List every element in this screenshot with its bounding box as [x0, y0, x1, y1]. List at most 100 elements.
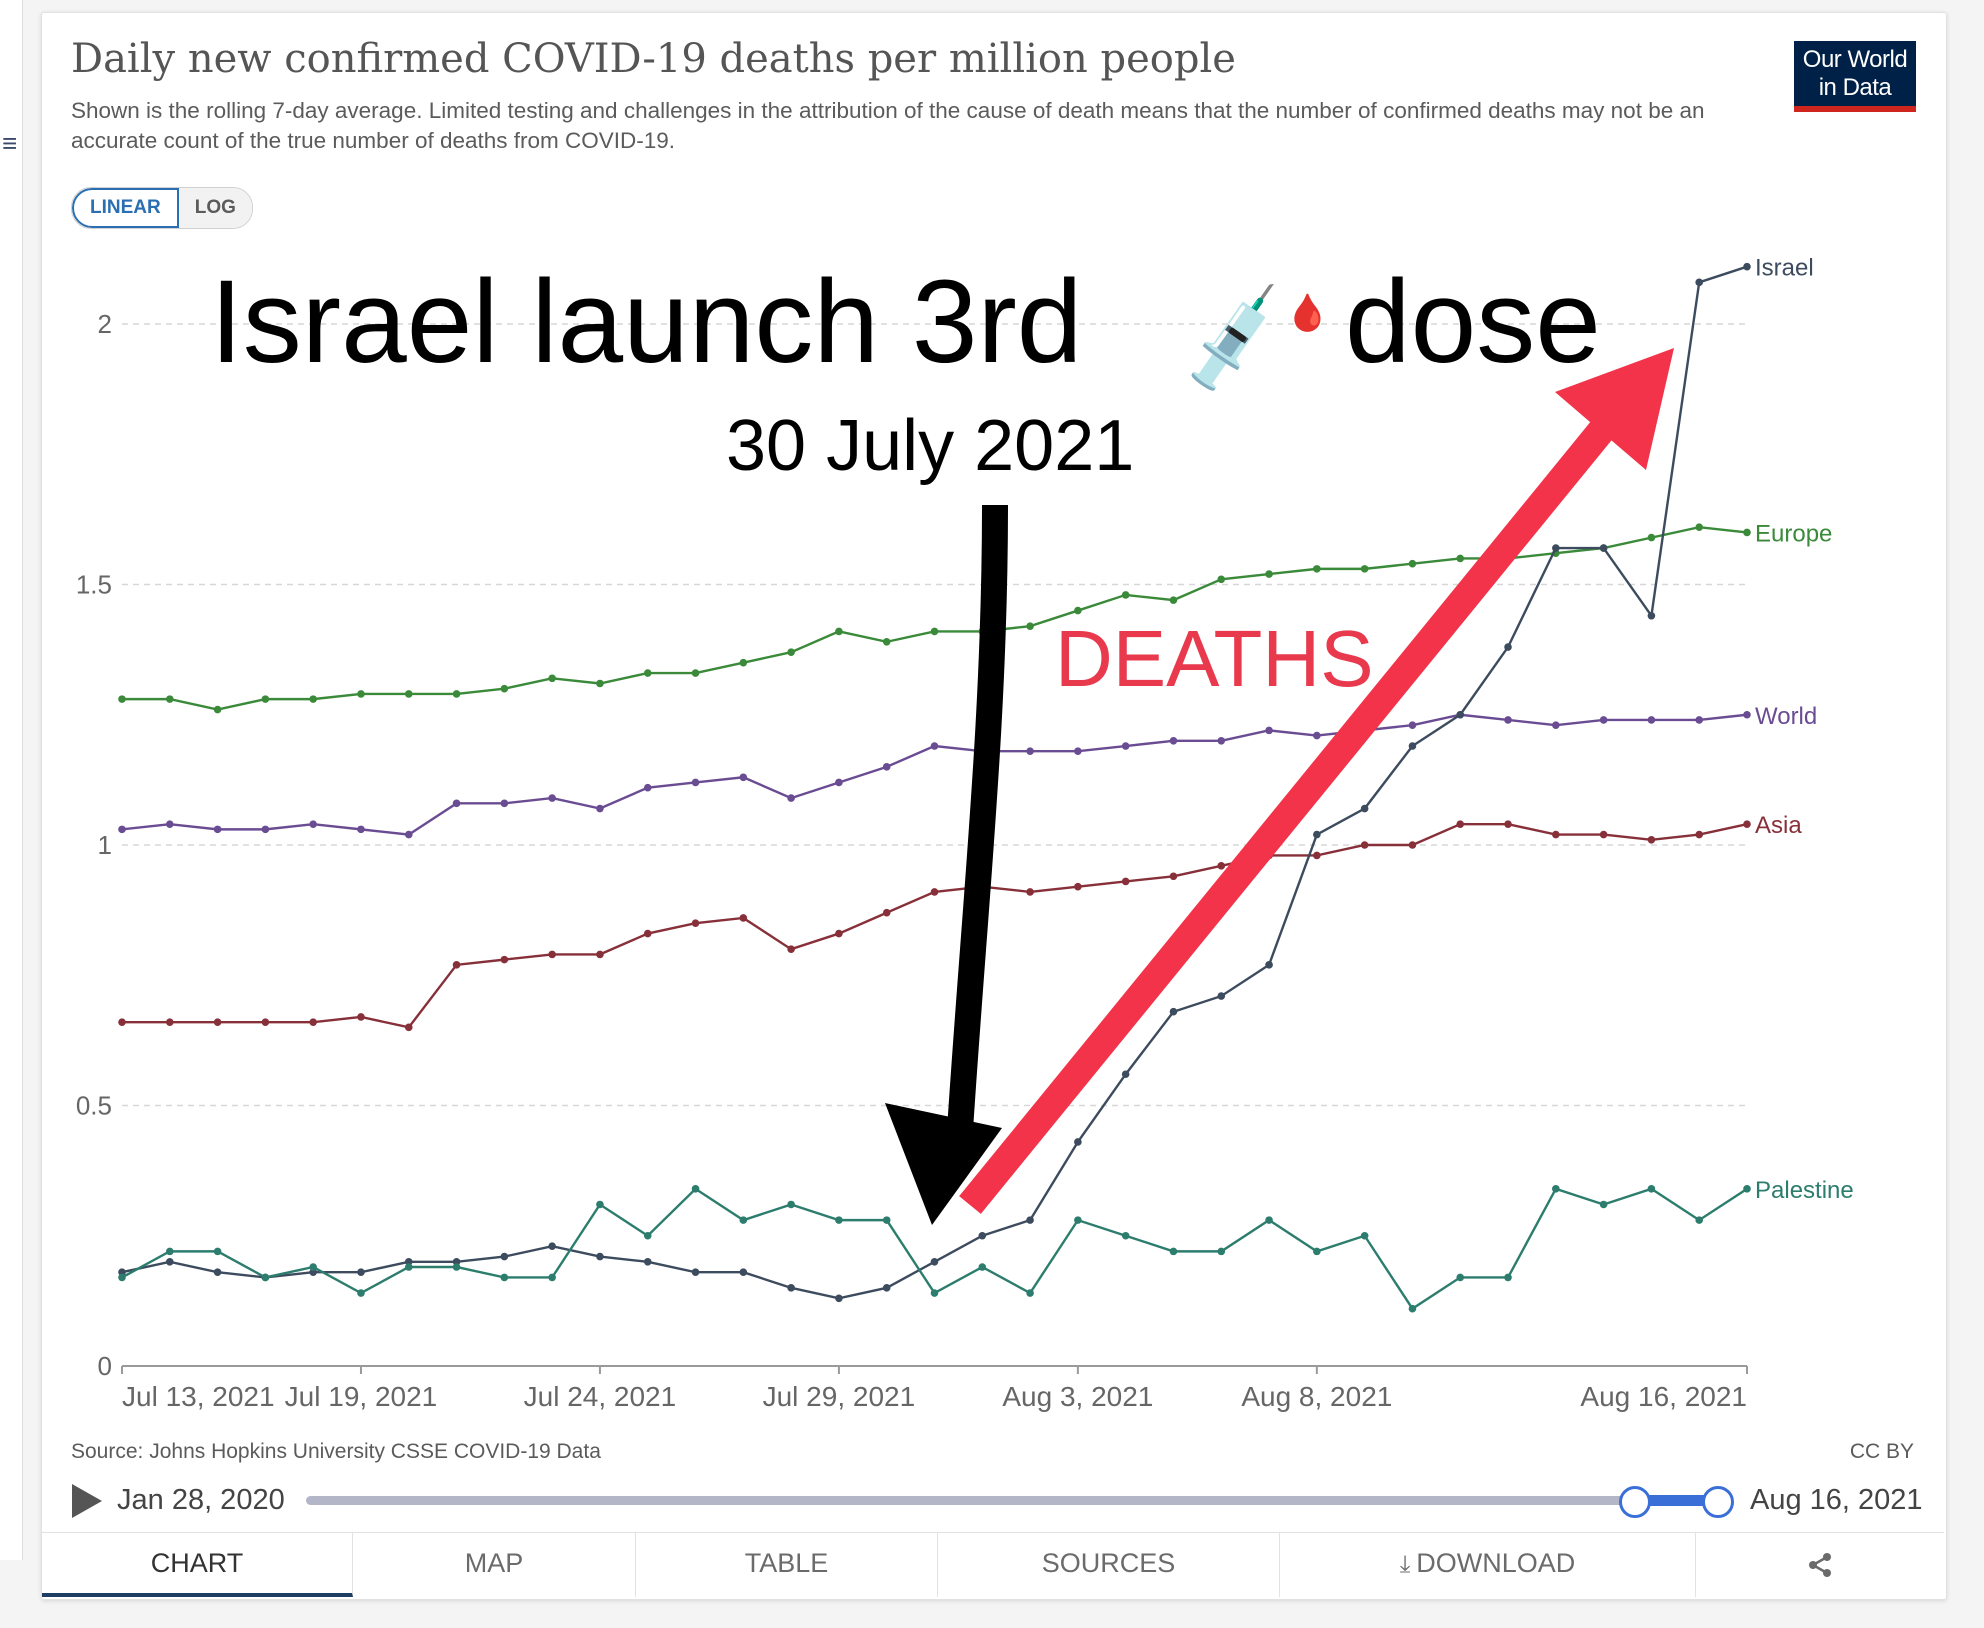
- data-point: [309, 1268, 317, 1277]
- owid-logo[interactable]: Our World in Data: [1794, 41, 1916, 112]
- down-arrow-head: [885, 1103, 1002, 1225]
- series-label-palestine: Palestine: [1755, 1177, 1854, 1204]
- data-point: [548, 674, 556, 683]
- tab-map[interactable]: MAP: [353, 1533, 636, 1597]
- data-point: [1217, 1247, 1226, 1256]
- data-point: [1456, 710, 1465, 719]
- data-point: [357, 690, 365, 698]
- data-point: [1504, 820, 1512, 828]
- annotations: Israel launch 3rd 💉 🩸 dose 30 July 2021 …: [210, 256, 1674, 1225]
- timeline-end-handle[interactable]: [1702, 1486, 1734, 1518]
- data-point: [787, 1284, 795, 1292]
- tab-chart[interactable]: CHART: [42, 1533, 353, 1597]
- tab-table[interactable]: TABLE: [636, 1533, 938, 1597]
- data-point: [452, 961, 461, 969]
- data-point: [452, 690, 461, 698]
- data-point: [1599, 716, 1608, 724]
- data-point: [1647, 1185, 1656, 1193]
- data-point: [357, 1268, 365, 1277]
- data-point: [1074, 882, 1082, 891]
- data-point: [548, 794, 556, 802]
- data-point: [165, 695, 174, 703]
- data-point: [500, 684, 509, 693]
- scale-toggle: LINEAR LOG: [71, 187, 253, 229]
- log-scale-button[interactable]: LOG: [178, 188, 252, 228]
- data-point: [261, 1018, 270, 1026]
- data-point: [261, 695, 270, 703]
- data-point: [1647, 611, 1656, 620]
- share-icon: [1809, 1552, 1831, 1577]
- data-point: [1360, 565, 1369, 573]
- tab-sources[interactable]: SOURCES: [938, 1533, 1280, 1597]
- data-point: [1695, 278, 1704, 287]
- timeline-start-handle[interactable]: [1619, 1486, 1651, 1518]
- data-point: [548, 950, 556, 959]
- data-point: [596, 950, 604, 959]
- data-point: [739, 1268, 748, 1277]
- data-point: [1313, 565, 1321, 573]
- data-point: [1074, 1216, 1082, 1224]
- data-point: [596, 804, 604, 813]
- license-link[interactable]: CC BY: [1849, 1440, 1914, 1463]
- data-point: [548, 1273, 556, 1282]
- linear-scale-button[interactable]: LINEAR: [72, 188, 179, 228]
- data-point: [787, 1200, 795, 1209]
- series-label-world: World: [1755, 703, 1817, 730]
- data-point: [739, 914, 748, 922]
- data-point: [596, 679, 604, 688]
- data-point: [1504, 716, 1512, 724]
- timeline-track[interactable]: [306, 1496, 1716, 1505]
- timeline-start-date: Jan 28, 2020: [117, 1484, 285, 1516]
- x-tick-label: Aug 16, 2021: [1580, 1381, 1747, 1412]
- data-point: [1026, 888, 1034, 896]
- data-point: [165, 1258, 174, 1266]
- data-point: [1074, 606, 1082, 615]
- blood-drop-emoji: 🩸: [1285, 292, 1330, 333]
- data-point: [691, 669, 700, 677]
- series-labels: Europe World Asia Israel Palestine: [1755, 255, 1854, 1204]
- data-point: [835, 627, 843, 636]
- series-line-world: [121, 713, 1748, 836]
- data-point: [1504, 1273, 1512, 1282]
- x-tick-label: Jul 13, 2021: [122, 1381, 275, 1412]
- data-point: [1647, 835, 1656, 844]
- data-point: [1743, 710, 1751, 719]
- data-point: [1265, 570, 1273, 578]
- data-point: [882, 1284, 891, 1292]
- data-point: [309, 1263, 317, 1271]
- y-tick-label: 1: [98, 830, 112, 860]
- data-point: [1695, 523, 1704, 531]
- data-point: [1360, 1231, 1369, 1240]
- data-point: [787, 945, 795, 953]
- data-point: [835, 1216, 843, 1224]
- play-icon[interactable]: [72, 1484, 102, 1518]
- data-point: [787, 648, 795, 657]
- share-button[interactable]: [1696, 1533, 1944, 1597]
- deaths-label: DEATHS: [1055, 614, 1374, 703]
- logo-line-2: in Data: [1818, 74, 1892, 101]
- tab-download[interactable]: ⤓ DOWNLOAD: [1280, 1533, 1696, 1597]
- data-point: [1552, 721, 1560, 729]
- x-tick-label: Jul 24, 2021: [524, 1381, 677, 1412]
- data-point: [357, 825, 365, 834]
- y-tick-label: 1.5: [76, 570, 112, 600]
- data-point: [1217, 575, 1226, 584]
- data-point: [1026, 747, 1034, 756]
- data-point: [930, 888, 939, 896]
- data-point: [1360, 841, 1369, 849]
- data-point: [452, 799, 461, 808]
- data-point: [1313, 851, 1321, 860]
- y-axis: 0 0.5 1 1.5 2: [76, 309, 112, 1381]
- sort-icon[interactable]: ≡: [2, 128, 18, 158]
- data-point: [404, 1258, 413, 1266]
- y-tick-label: 0: [98, 1351, 112, 1381]
- data-point: [1074, 1138, 1082, 1146]
- data-point: [500, 799, 509, 808]
- data-point: [930, 1289, 939, 1297]
- data-point: [1313, 830, 1321, 839]
- data-point: [213, 1018, 222, 1026]
- chart-title: Daily new confirmed COVID-19 deaths per …: [71, 36, 1236, 82]
- data-point: [500, 1273, 509, 1282]
- data-point: [1074, 747, 1082, 756]
- up-arrow-head: [1555, 348, 1674, 470]
